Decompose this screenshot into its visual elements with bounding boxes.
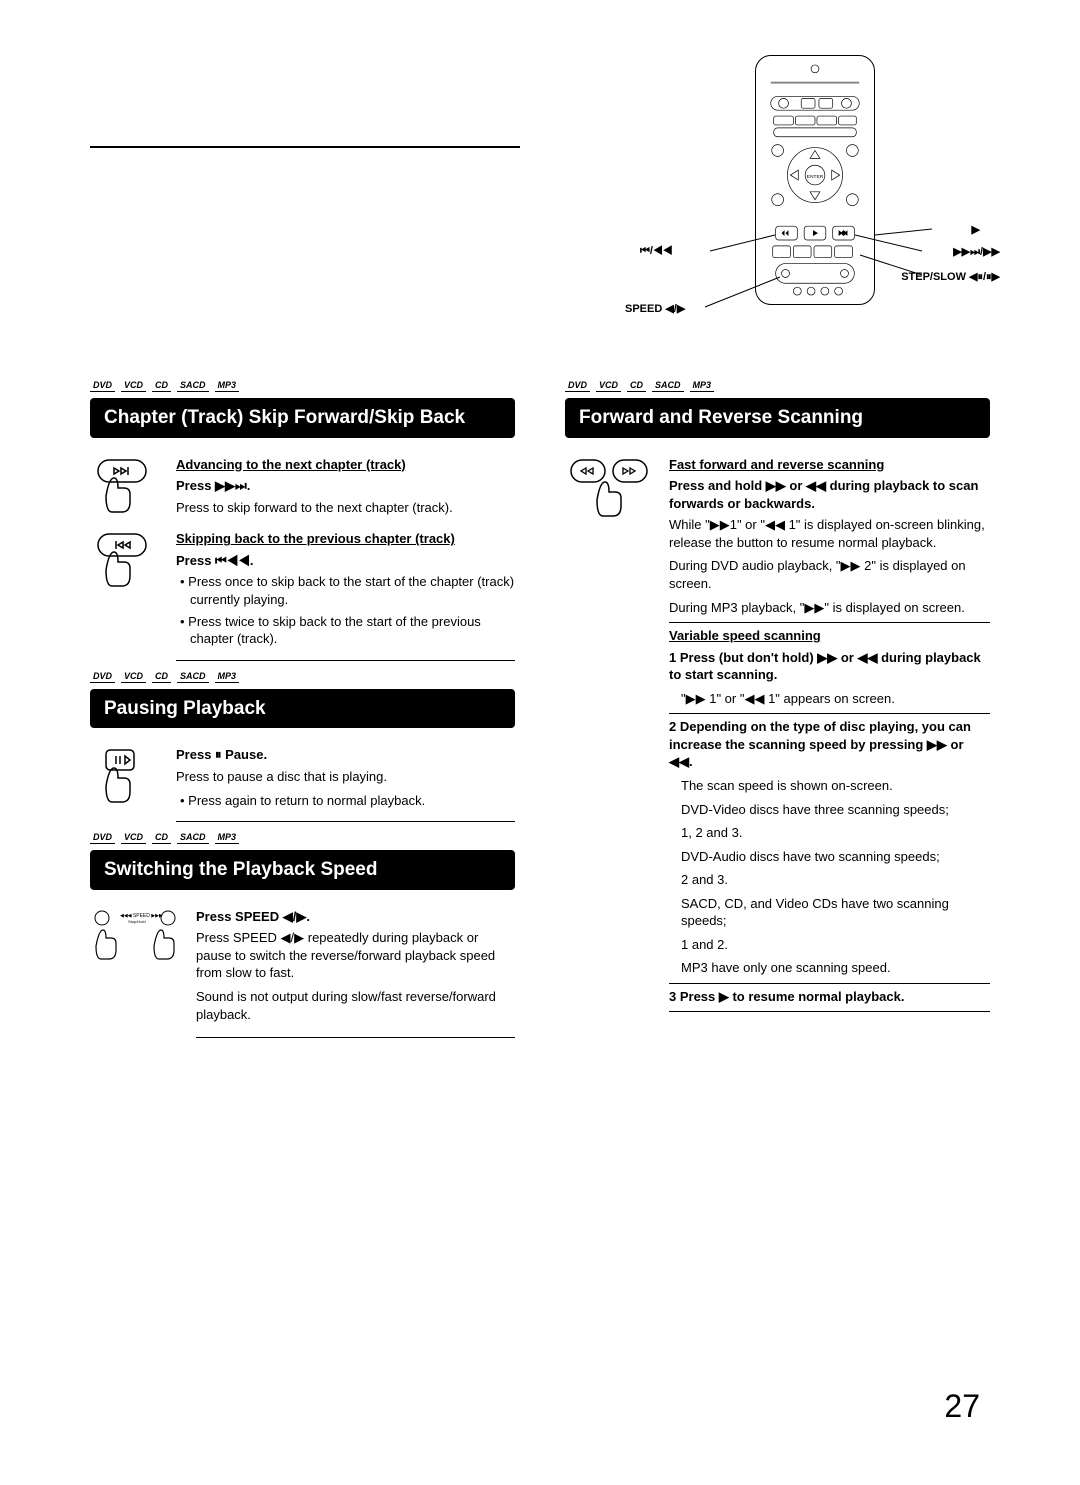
- body-text: MP3 have only one scanning speed.: [681, 959, 990, 977]
- disc-tag: SACD: [652, 380, 684, 392]
- section-divider: [669, 713, 990, 714]
- section-divider: [176, 660, 515, 661]
- content-row: ◀◀◀ SPEED ▶▶▶ Stop/Hold Press SPEED ◀/▶.…: [90, 908, 515, 1029]
- hand-icon-skip-fwd: [90, 456, 160, 523]
- disc-tags-3: DVD VCD CD SACD MP3: [90, 832, 515, 844]
- disc-tag: CD: [152, 832, 171, 844]
- callout-step-slow: STEP/SLOW ◀⏸/⏸▶: [901, 270, 1000, 284]
- action-label: Press and hold ▶▶ or ◀◀ during playback …: [669, 477, 990, 512]
- sub-heading: Skipping back to the previous chapter (t…: [176, 530, 515, 548]
- callout-play: ▶: [972, 223, 980, 236]
- content-row: Press ⏸ Pause. Press to pause a disc tha…: [90, 746, 515, 813]
- body-text: SACD, CD, and Video CDs have two scannin…: [681, 895, 990, 930]
- disc-tag: DVD: [90, 380, 115, 392]
- disc-tag: SACD: [177, 832, 209, 844]
- bullet-item: Press again to return to normal playback…: [176, 792, 515, 810]
- step-2-heading: 2 Depending on the type of disc playing,…: [669, 718, 990, 771]
- text-block: Fast forward and reverse scanning Press …: [669, 456, 990, 1017]
- sub-heading: Advancing to the next chapter (track): [176, 456, 515, 474]
- hand-icon-speed: ◀◀◀ SPEED ▶▶▶ Stop/Hold: [90, 908, 180, 1029]
- hand-icon-pause: [90, 746, 160, 813]
- hand-icon-scan: [565, 456, 653, 1017]
- action-label: Press ⏸ Pause.: [176, 746, 515, 764]
- body-text: DVD-Video discs have three scanning spee…: [681, 801, 990, 819]
- body-text: During MP3 playback, "▶▶" is displayed o…: [669, 599, 990, 617]
- section-divider: [176, 821, 515, 822]
- header-rule: [90, 146, 520, 148]
- section-switching-speed: Switching the Playback Speed: [90, 850, 515, 890]
- disc-tag: SACD: [177, 380, 209, 392]
- svg-text:Stop/Hold: Stop/Hold: [128, 919, 146, 924]
- disc-tags-1: DVD VCD CD SACD MP3: [90, 380, 515, 392]
- sub-heading: Fast forward and reverse scanning: [669, 456, 990, 474]
- disc-tag: VCD: [121, 671, 146, 683]
- disc-tag: DVD: [90, 832, 115, 844]
- step-3-heading: 3 Press ▶ to resume normal playback.: [669, 988, 990, 1006]
- step-1-heading: 1 Press (but don't hold) ▶▶ or ◀◀ during…: [669, 649, 990, 684]
- section-pausing: Pausing Playback: [90, 689, 515, 729]
- section-divider: [669, 622, 990, 623]
- bullet-item: Press once to skip back to the start of …: [176, 573, 515, 608]
- body-text: 2 and 3.: [681, 871, 990, 889]
- disc-tag: MP3: [690, 380, 715, 392]
- section-scanning: Forward and Reverse Scanning: [565, 398, 990, 438]
- body-text: DVD-Audio discs have two scanning speeds…: [681, 848, 990, 866]
- hand-icon-skip-back: [90, 530, 160, 651]
- disc-tag: VCD: [596, 380, 621, 392]
- action-label: Press ⏮◀◀.: [176, 552, 515, 570]
- disc-tag: MP3: [215, 832, 240, 844]
- content-row: Advancing to the next chapter (track) Pr…: [90, 456, 515, 523]
- two-column-layout: DVD VCD CD SACD MP3 Chapter (Track) Skip…: [90, 370, 990, 1042]
- body-text: Press SPEED ◀/▶ repeatedly during playba…: [196, 929, 515, 982]
- disc-tag: VCD: [121, 380, 146, 392]
- page-number: 27: [944, 1388, 980, 1425]
- left-column: DVD VCD CD SACD MP3 Chapter (Track) Skip…: [90, 370, 515, 1042]
- remote-outline: ENTER: [755, 55, 875, 305]
- section-divider: [669, 1011, 990, 1012]
- text-block: Press SPEED ◀/▶. Press SPEED ◀/▶ repeate…: [196, 908, 515, 1029]
- section-divider: [669, 983, 990, 984]
- remote-control-figure: ENTER: [650, 55, 980, 335]
- disc-tag: SACD: [177, 671, 209, 683]
- remote-buttons-svg: ENTER: [756, 56, 874, 304]
- text-block: Press ⏸ Pause. Press to pause a disc tha…: [176, 746, 515, 813]
- text-block: Advancing to the next chapter (track) Pr…: [176, 456, 515, 523]
- text-block: Skipping back to the previous chapter (t…: [176, 530, 515, 651]
- action-label: Press SPEED ◀/▶.: [196, 908, 515, 926]
- disc-tags-2: DVD VCD CD SACD MP3: [90, 671, 515, 683]
- body-text: 1, 2 and 3.: [681, 824, 990, 842]
- svg-text:ENTER: ENTER: [807, 174, 824, 180]
- body-text: The scan speed is shown on-screen.: [681, 777, 990, 795]
- disc-tag: CD: [152, 380, 171, 392]
- body-text: Sound is not output during slow/fast rev…: [196, 988, 515, 1023]
- body-text: Press to pause a disc that is playing.: [176, 768, 515, 786]
- disc-tag: VCD: [121, 832, 146, 844]
- callout-skip-fwd: ▶▶⏭/▶▶: [953, 245, 1000, 259]
- callout-skip-back: ⏮/◀◀: [640, 245, 673, 258]
- disc-tag: DVD: [565, 380, 590, 392]
- disc-tag: DVD: [90, 671, 115, 683]
- action-label: Press ▶▶⏭.: [176, 477, 515, 495]
- callout-speed: SPEED ◀/▶: [625, 302, 685, 315]
- content-row: Fast forward and reverse scanning Press …: [565, 456, 990, 1017]
- body-text: While "▶▶1" or "◀◀ 1" is displayed on-sc…: [669, 516, 990, 551]
- body-text: "▶▶ 1" or "◀◀ 1" appears on screen.: [681, 690, 990, 708]
- body-text: Press to skip forward to the next chapte…: [176, 499, 515, 517]
- body-text: During DVD audio playback, "▶▶ 2" is dis…: [669, 557, 990, 592]
- right-column: DVD VCD CD SACD MP3 Forward and Reverse …: [565, 370, 990, 1042]
- disc-tags-4: DVD VCD CD SACD MP3: [565, 380, 990, 392]
- disc-tag: CD: [627, 380, 646, 392]
- section-divider: [196, 1037, 515, 1038]
- content-row: Skipping back to the previous chapter (t…: [90, 530, 515, 651]
- disc-tag: MP3: [215, 671, 240, 683]
- body-text: 1 and 2.: [681, 936, 990, 954]
- section-chapter-skip: Chapter (Track) Skip Forward/Skip Back: [90, 398, 515, 438]
- bullet-item: Press twice to skip back to the start of…: [176, 613, 515, 648]
- sub-heading: Variable speed scanning: [669, 627, 990, 645]
- disc-tag: MP3: [215, 380, 240, 392]
- disc-tag: CD: [152, 671, 171, 683]
